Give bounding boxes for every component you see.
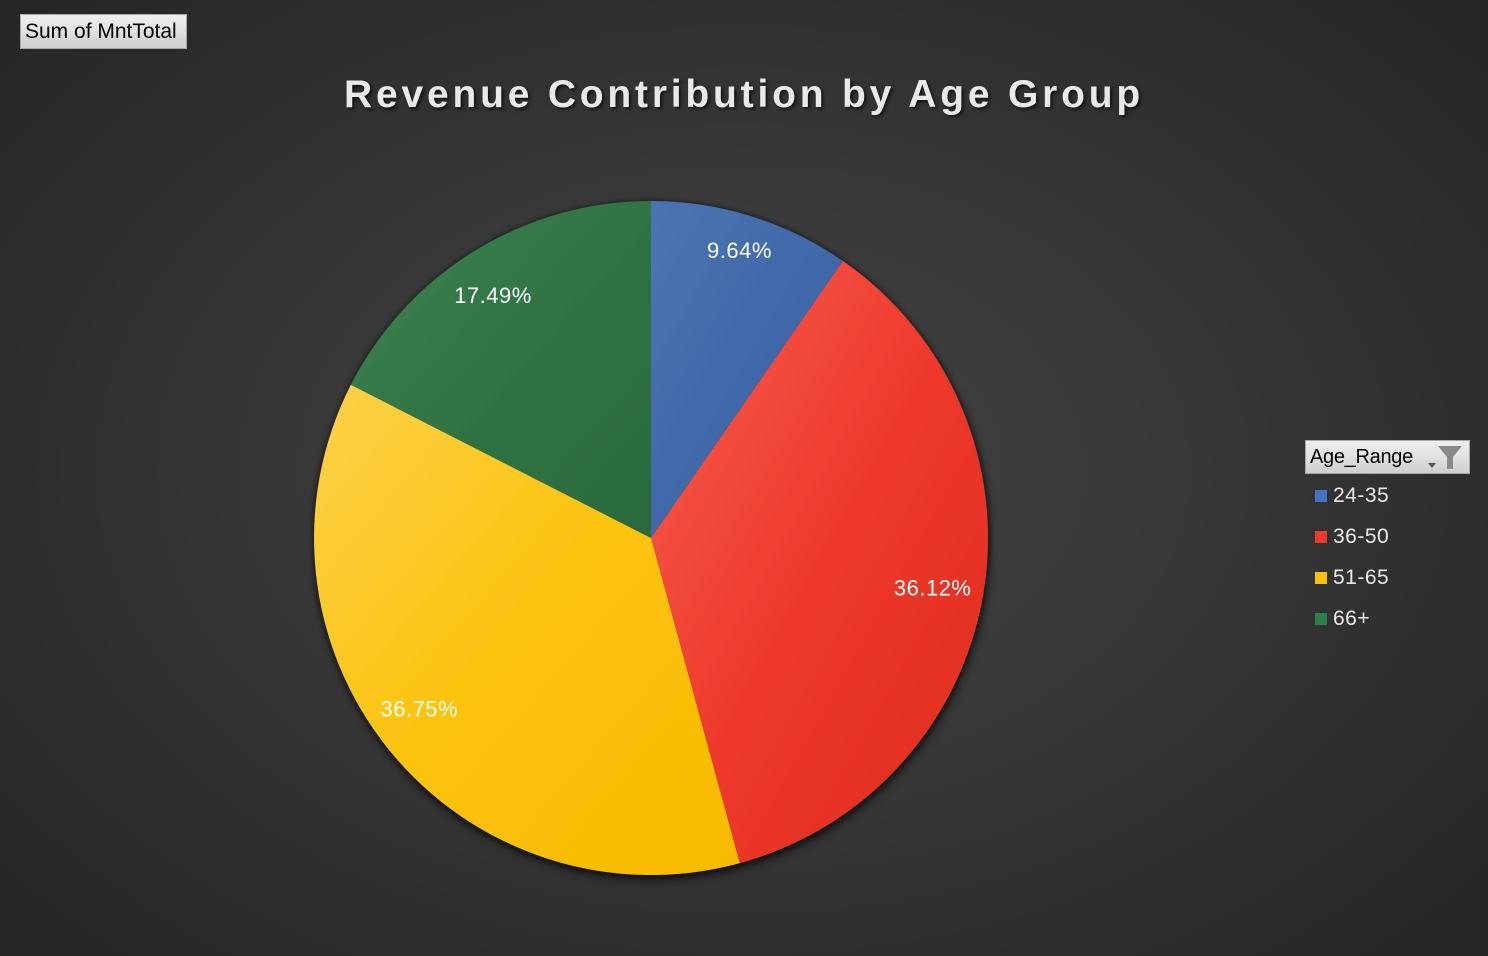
svg-text:36.75%: 36.75% — [380, 697, 458, 722]
svg-text:36.12%: 36.12% — [894, 576, 972, 601]
svg-text:9.64%: 9.64% — [707, 238, 772, 263]
svg-text:17.49%: 17.49% — [454, 283, 532, 308]
